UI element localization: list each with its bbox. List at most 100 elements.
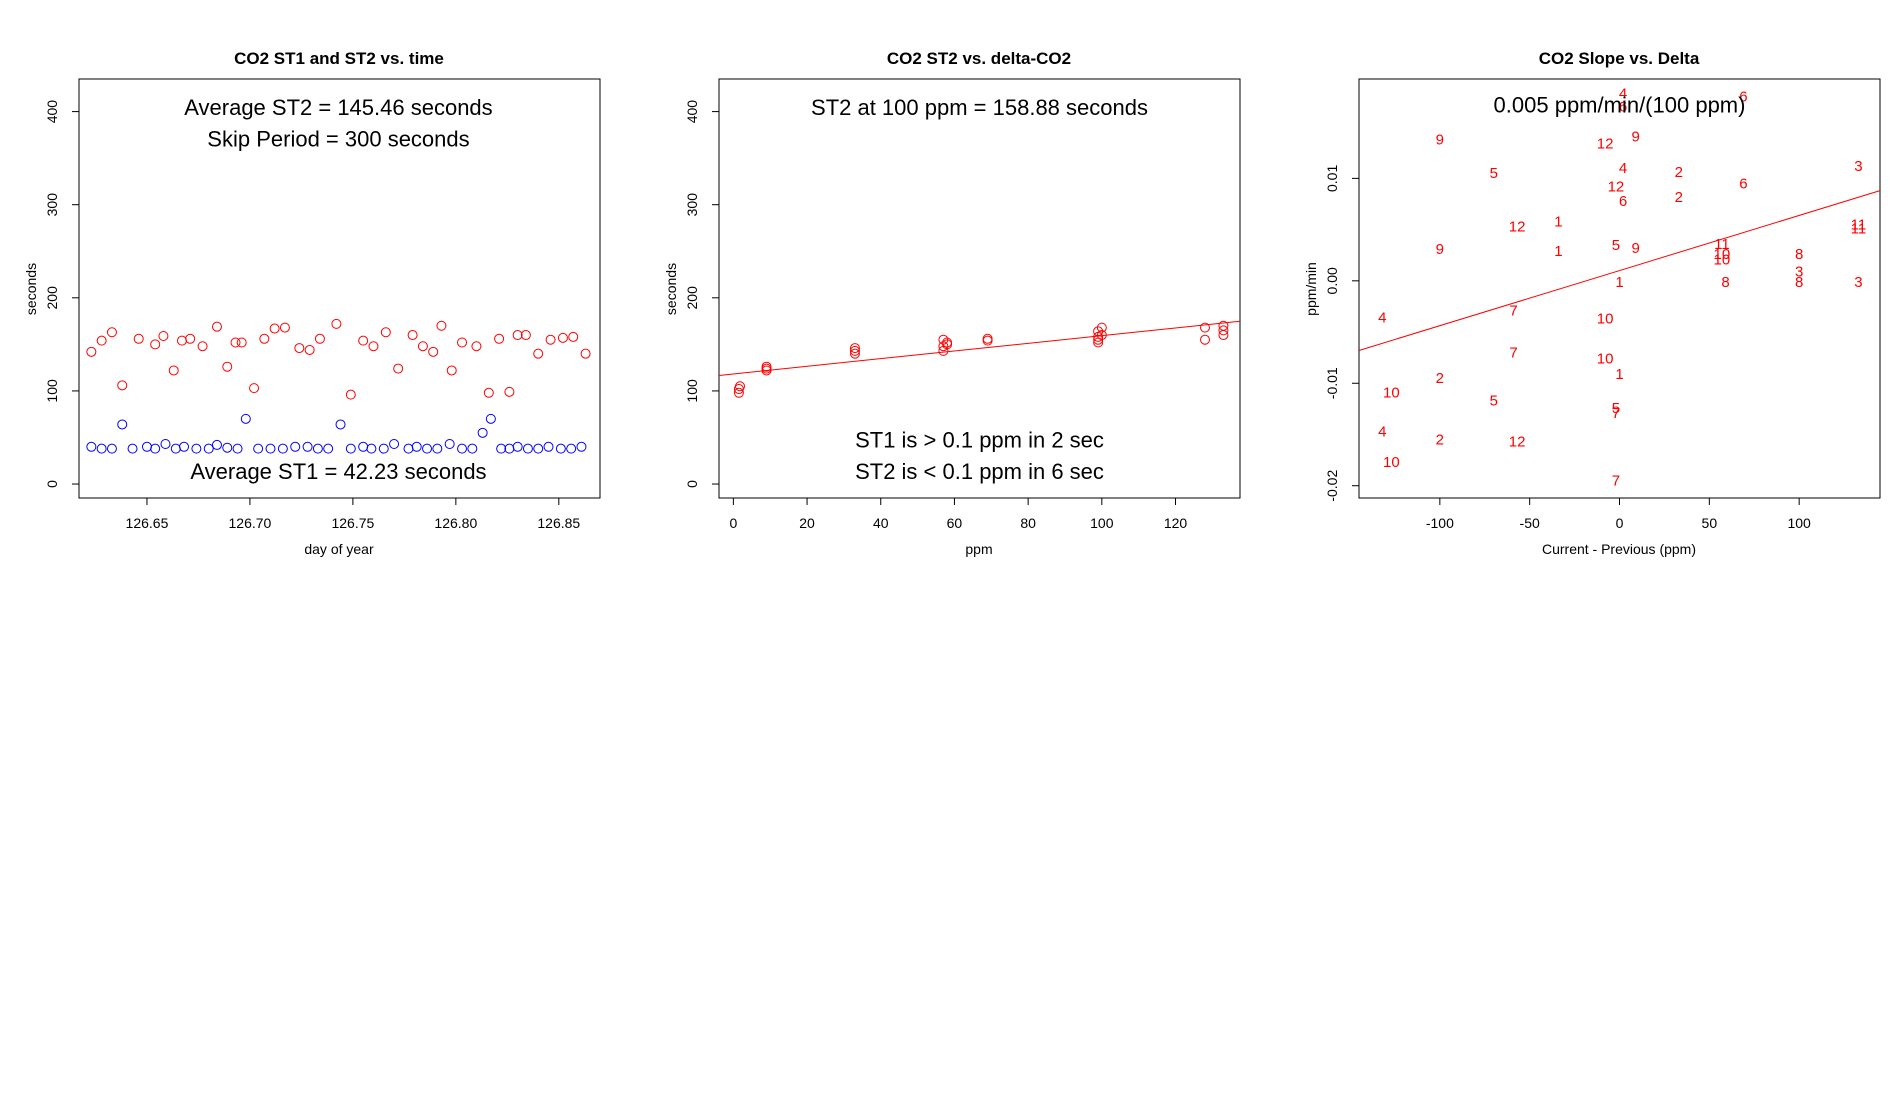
data-point-label: 12 — [1608, 179, 1625, 196]
data-point-st2 — [580, 348, 591, 359]
annotation-st2-threshold: ST2 is < 0.1 ppm in 6 sec — [855, 459, 1104, 484]
data-point-st1 — [253, 443, 264, 454]
data-point-label: 8 — [1795, 246, 1803, 263]
data-points — [733, 320, 1229, 398]
x-tick-label: 0 — [1616, 515, 1624, 531]
data-point-st2 — [520, 330, 531, 341]
data-point-label: 7 — [1612, 473, 1620, 490]
data-point-st2 — [117, 380, 128, 391]
chart-title: CO2 ST1 and ST2 vs. time — [234, 49, 444, 68]
data-point-st1 — [512, 441, 523, 452]
x-tick-label: 100 — [1787, 515, 1811, 531]
x-tick-label: 40 — [873, 515, 889, 531]
data-point-st2 — [533, 348, 544, 359]
data-point-st2 — [1218, 325, 1229, 336]
data-point-st1 — [457, 443, 468, 454]
data-point-st2 — [236, 337, 247, 348]
data-point-st2 — [197, 341, 208, 352]
data-point-label: 2 — [1436, 432, 1444, 449]
x-tick-label: 126.80 — [434, 515, 477, 531]
data-point-st2 — [417, 341, 428, 352]
y-axis: 0 100 200 300 400 — [44, 100, 79, 488]
data-point-st2 — [735, 381, 746, 392]
data-point-label: 7 — [1612, 405, 1620, 422]
data-point-st1 — [496, 443, 507, 454]
annotation-st2-at-100ppm: ST2 at 100 ppm = 158.88 seconds — [811, 95, 1148, 120]
data-point-st2 — [761, 361, 772, 372]
data-point-st2 — [1218, 320, 1229, 331]
data-point-st1 — [323, 443, 334, 454]
data-point-label: 12 — [1597, 136, 1614, 153]
data-point-st1 — [543, 441, 554, 452]
data-point-label: 10 — [1597, 351, 1614, 368]
x-tick-label: 126.75 — [331, 515, 374, 531]
data-point-st1 — [277, 443, 288, 454]
x-tick-label: 126.65 — [126, 515, 169, 531]
data-point-st2 — [436, 320, 447, 331]
y-tick-label: 400 — [44, 100, 60, 124]
data-point-label: 10 — [1383, 454, 1400, 471]
x-tick-label: 126.85 — [537, 515, 580, 531]
chart-title: CO2 Slope vs. Delta — [1539, 49, 1700, 68]
data-point-st1 — [444, 438, 455, 449]
y-tick-label: 0 — [44, 480, 60, 488]
data-point-st2 — [345, 389, 356, 400]
data-point-st2 — [407, 330, 418, 341]
data-point-label: 10 — [1714, 251, 1731, 268]
data-point-st2 — [393, 363, 404, 374]
data-point-st2 — [733, 387, 744, 398]
data-point-st2 — [249, 383, 260, 394]
x-tick-label: 50 — [1702, 515, 1718, 531]
y-tick-label: -0.02 — [1324, 470, 1340, 502]
data-point-st2 — [849, 345, 860, 356]
data-point-label: 6 — [1739, 88, 1747, 105]
data-point-label: 5 — [1490, 393, 1498, 410]
data-point-st2 — [471, 341, 482, 352]
data-point-label: 5 — [1612, 400, 1620, 417]
data-point-st1 — [106, 443, 117, 454]
data-point-st1 — [211, 439, 222, 450]
data-point-st2 — [545, 334, 556, 345]
data-point-st2 — [106, 327, 117, 338]
plot-frame — [78, 78, 601, 499]
fit-line — [718, 320, 1241, 376]
data-point-st1 — [203, 443, 214, 454]
data-point-label: 9 — [1631, 240, 1639, 257]
data-point-label: 7 — [1509, 345, 1517, 362]
data-point-st1 — [522, 443, 533, 454]
data-point-st1 — [576, 441, 587, 452]
x-axis-label: day of year — [304, 541, 374, 557]
regression-line — [718, 320, 1241, 376]
data-point-label: 11 — [1851, 216, 1867, 233]
data-point-label: 12 — [1509, 219, 1526, 236]
data-point-label: 10 — [1714, 246, 1731, 263]
data-point-st2 — [938, 334, 949, 345]
data-point-st1 — [96, 443, 107, 454]
x-tick-label: -50 — [1520, 515, 1540, 531]
x-tick-label: 60 — [947, 515, 963, 531]
x-tick-label: 20 — [799, 515, 815, 531]
x-tick-label: 0 — [729, 515, 737, 531]
data-point-label: 3 — [1854, 274, 1862, 291]
y-tick-label: -0.01 — [1324, 367, 1340, 399]
annotation-st1-threshold: ST1 is > 0.1 ppm in 2 sec — [855, 427, 1104, 452]
annotations: ST2 at 100 ppm = 158.88 seconds ST1 is >… — [811, 95, 1148, 484]
data-point-st1 — [533, 443, 544, 454]
y-tick-label: 300 — [44, 193, 60, 217]
data-point-st2 — [512, 330, 523, 341]
data-point-st2 — [942, 337, 953, 348]
data-point-st2 — [1096, 330, 1107, 341]
data-point-st1 — [389, 438, 400, 449]
data-point-label: 10 — [1597, 311, 1614, 328]
data-point-st2 — [211, 321, 222, 332]
x-tick-label: 120 — [1164, 515, 1188, 531]
data-point-label: 8 — [1721, 274, 1729, 291]
data-point-label: 6 — [1739, 175, 1747, 192]
data-point-label: 5 — [1612, 237, 1620, 254]
y-tick-label: 200 — [44, 286, 60, 310]
data-point-label: 9 — [1631, 128, 1639, 145]
data-point-st2 — [557, 332, 568, 343]
annotation-skip-period: Skip Period = 300 seconds — [207, 127, 469, 152]
data-point-label: 3 — [1795, 264, 1803, 281]
